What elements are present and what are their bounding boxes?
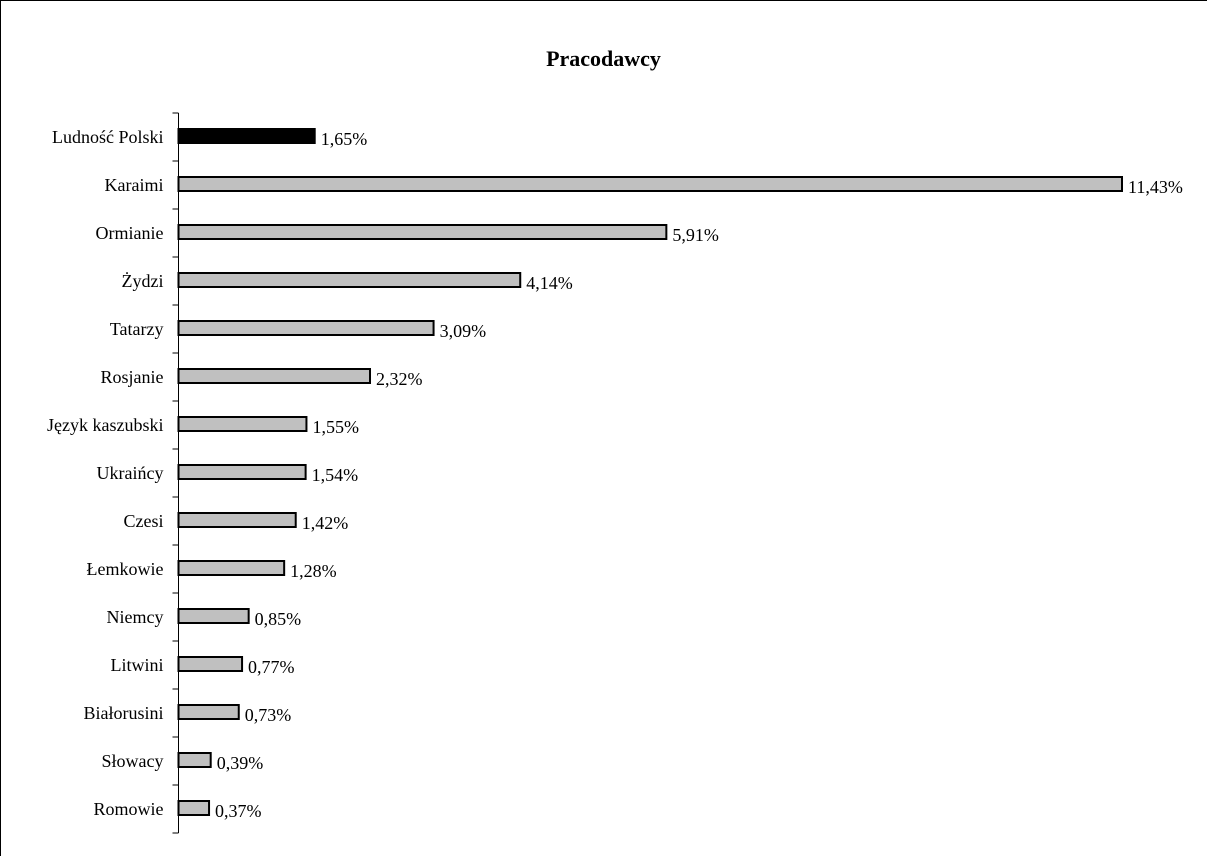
bar — [177, 656, 244, 672]
data-label: 0,77% — [248, 657, 295, 677]
category-label: Litwini — [111, 655, 164, 675]
data-label: 1,28% — [290, 561, 337, 581]
data-label: 11,43% — [1128, 177, 1183, 197]
data-label: 5,91% — [672, 225, 719, 245]
category-label: Tatarzy — [110, 319, 164, 339]
bar — [177, 464, 307, 480]
data-label: 0,39% — [217, 753, 264, 773]
category-label: Rosjanie — [101, 367, 164, 387]
bar — [177, 704, 240, 720]
category-label: Ukraińcy — [97, 463, 164, 483]
bar — [177, 416, 308, 432]
category-label: Czesi — [124, 511, 164, 531]
category-label: Żydzi — [122, 271, 164, 291]
category-label: Ormianie — [96, 223, 164, 243]
data-label: 1,65% — [321, 129, 368, 149]
category-label: Białorusini — [84, 703, 164, 723]
bar — [177, 128, 316, 144]
data-label: 1,55% — [312, 417, 359, 437]
data-label: 0,73% — [245, 705, 292, 725]
data-label: 1,42% — [302, 513, 349, 533]
bar — [177, 800, 211, 816]
category-label: Niemcy — [107, 607, 164, 627]
data-label: 3,09% — [440, 321, 487, 341]
category-label: Słowacy — [102, 751, 164, 771]
category-label: Karaimi — [105, 175, 164, 195]
category-label: Język kaszubski — [47, 415, 163, 435]
bar — [177, 176, 1123, 192]
bar — [177, 224, 668, 240]
bar — [177, 368, 372, 384]
category-label: Ludność Polski — [52, 127, 164, 147]
category-label: Romowie — [94, 799, 164, 819]
data-label: 4,14% — [526, 273, 573, 293]
data-label: 2,32% — [376, 369, 423, 389]
bar — [177, 752, 212, 768]
bar — [177, 272, 522, 288]
bar — [177, 512, 297, 528]
data-label: 0,85% — [255, 609, 302, 629]
data-label: 1,54% — [312, 465, 359, 485]
chart-title: Pracodawcy — [546, 46, 661, 71]
category-label: Łemkowie — [87, 559, 164, 579]
bar — [177, 560, 286, 576]
bar — [177, 320, 435, 336]
data-label: 0,37% — [215, 801, 262, 821]
bar — [177, 608, 250, 624]
